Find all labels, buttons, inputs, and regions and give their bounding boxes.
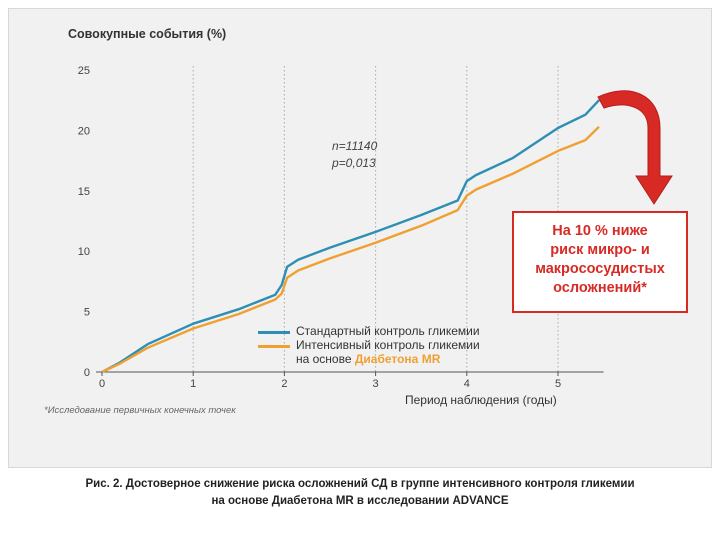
legend-label-intensive-line1: Интенсивный контроль гликемии: [296, 338, 480, 352]
x-tick-label-4: 4: [464, 378, 470, 390]
x-tick-label-1: 1: [190, 378, 196, 390]
legend-item-intensive-cont: на основе Диабетона MR: [258, 352, 480, 366]
x-tick-label-5: 5: [555, 378, 561, 390]
legend-item-intensive: Интенсивный контроль гликемии: [258, 338, 480, 352]
y-tick-label-0: 0: [84, 367, 90, 379]
curved-arrow-icon: [597, 90, 673, 205]
p-value-annotation: p=0,013: [332, 156, 376, 170]
y-tick-label-5: 5: [84, 307, 90, 319]
x-tick-label-0: 0: [99, 378, 105, 390]
footnote: *Исследование первичных конечных точек: [44, 405, 236, 416]
figure-caption-line-2: на основе Диабетона MR в исследовании AD…: [211, 495, 509, 507]
legend-swatch-standard: [258, 331, 290, 334]
y-tick-label-25: 25: [78, 65, 90, 77]
callout-line-2: риск микро- и: [550, 242, 650, 258]
y-tick-label-15: 15: [78, 186, 90, 198]
figure-caption-line-1: Рис. 2. Достоверное снижение риска ослож…: [85, 478, 635, 490]
callout-line-4: осложнений*: [553, 280, 647, 296]
callout-line-3: макрососудистых: [535, 261, 665, 277]
y-axis-title: Совокупные события (%): [68, 27, 227, 41]
x-tick-label-2: 2: [281, 378, 287, 390]
legend-label-intensive-drug: Диабетона MR: [354, 352, 441, 366]
risk-reduction-callout: На 10 % ниже риск микро- и макрососудист…: [512, 211, 688, 313]
sample-size-annotation: n=11140: [332, 139, 378, 153]
legend-item-standard: Стандартный контроль гликемии: [258, 324, 480, 338]
y-tick-label-10: 10: [78, 246, 90, 258]
series-line-standard: [101, 99, 600, 374]
legend-label-standard: Стандартный контроль гликемии: [296, 324, 480, 338]
x-tick-label-3: 3: [373, 378, 379, 390]
x-axis-title: Период наблюдения (годы): [405, 393, 557, 407]
legend-label-intensive-prefix: на основе: [296, 352, 355, 366]
legend-swatch-intensive: [258, 345, 290, 348]
callout-line-1: На 10 % ниже: [552, 223, 648, 239]
chart-legend: Стандартный контроль гликемии Интенсивны…: [258, 324, 480, 366]
y-tick-label-20: 20: [78, 125, 90, 137]
series-line-intensive: [101, 125, 600, 374]
